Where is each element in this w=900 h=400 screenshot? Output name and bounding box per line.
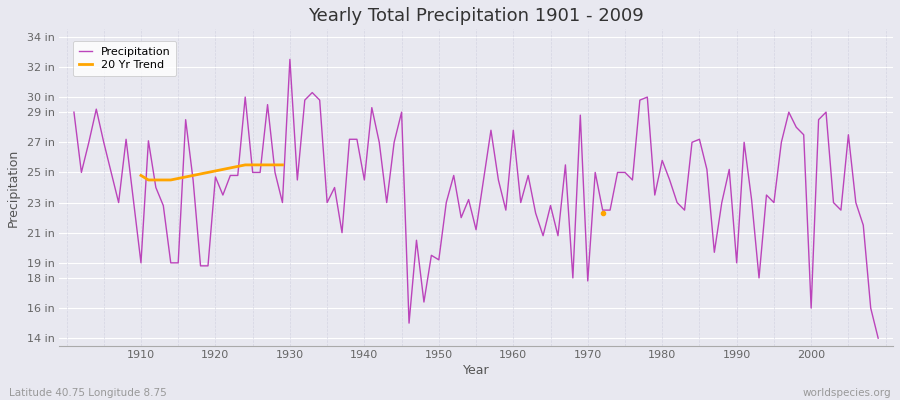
20 Yr Trend bbox=[270, 162, 281, 167]
20 Yr Trend bbox=[210, 168, 220, 173]
20 Yr Trend bbox=[158, 178, 168, 182]
Line: 20 Yr Trend: 20 Yr Trend bbox=[141, 165, 283, 180]
Text: worldspecies.org: worldspecies.org bbox=[803, 388, 891, 398]
20 Yr Trend bbox=[143, 178, 154, 182]
20 Yr Trend bbox=[195, 172, 206, 176]
Precipitation bbox=[284, 57, 295, 62]
Title: Yearly Total Precipitation 1901 - 2009: Yearly Total Precipitation 1901 - 2009 bbox=[308, 7, 644, 25]
20 Yr Trend bbox=[248, 162, 258, 167]
20 Yr Trend bbox=[262, 162, 273, 167]
Precipitation bbox=[300, 98, 310, 102]
20 Yr Trend bbox=[180, 174, 191, 179]
Line: Precipitation: Precipitation bbox=[74, 60, 878, 338]
Precipitation bbox=[605, 208, 616, 212]
Precipitation bbox=[344, 137, 355, 142]
20 Yr Trend bbox=[255, 162, 266, 167]
Text: Latitude 40.75 Longitude 8.75: Latitude 40.75 Longitude 8.75 bbox=[9, 388, 166, 398]
Precipitation bbox=[873, 336, 884, 340]
Legend: Precipitation, 20 Yr Trend: Precipitation, 20 Yr Trend bbox=[73, 41, 176, 76]
20 Yr Trend bbox=[202, 170, 213, 175]
X-axis label: Year: Year bbox=[463, 364, 490, 377]
20 Yr Trend bbox=[225, 166, 236, 170]
20 Yr Trend bbox=[232, 164, 243, 169]
20 Yr Trend bbox=[277, 162, 288, 167]
Precipitation bbox=[508, 128, 518, 133]
Precipitation bbox=[68, 110, 79, 114]
Y-axis label: Precipitation: Precipitation bbox=[7, 148, 20, 227]
20 Yr Trend bbox=[239, 162, 250, 167]
20 Yr Trend bbox=[188, 173, 199, 178]
Precipitation bbox=[128, 199, 139, 204]
20 Yr Trend bbox=[136, 173, 147, 178]
20 Yr Trend bbox=[150, 178, 161, 182]
Precipitation bbox=[516, 200, 526, 205]
20 Yr Trend bbox=[173, 176, 184, 181]
20 Yr Trend bbox=[166, 178, 176, 182]
20 Yr Trend bbox=[218, 167, 229, 172]
